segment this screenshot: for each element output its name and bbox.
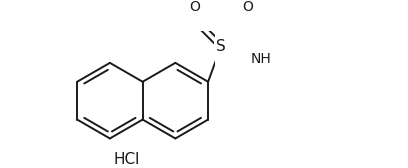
- Text: NH: NH: [251, 52, 271, 67]
- Text: O: O: [189, 0, 200, 14]
- Text: S: S: [216, 39, 226, 54]
- Text: HCl: HCl: [113, 152, 140, 167]
- Text: O: O: [242, 0, 253, 14]
